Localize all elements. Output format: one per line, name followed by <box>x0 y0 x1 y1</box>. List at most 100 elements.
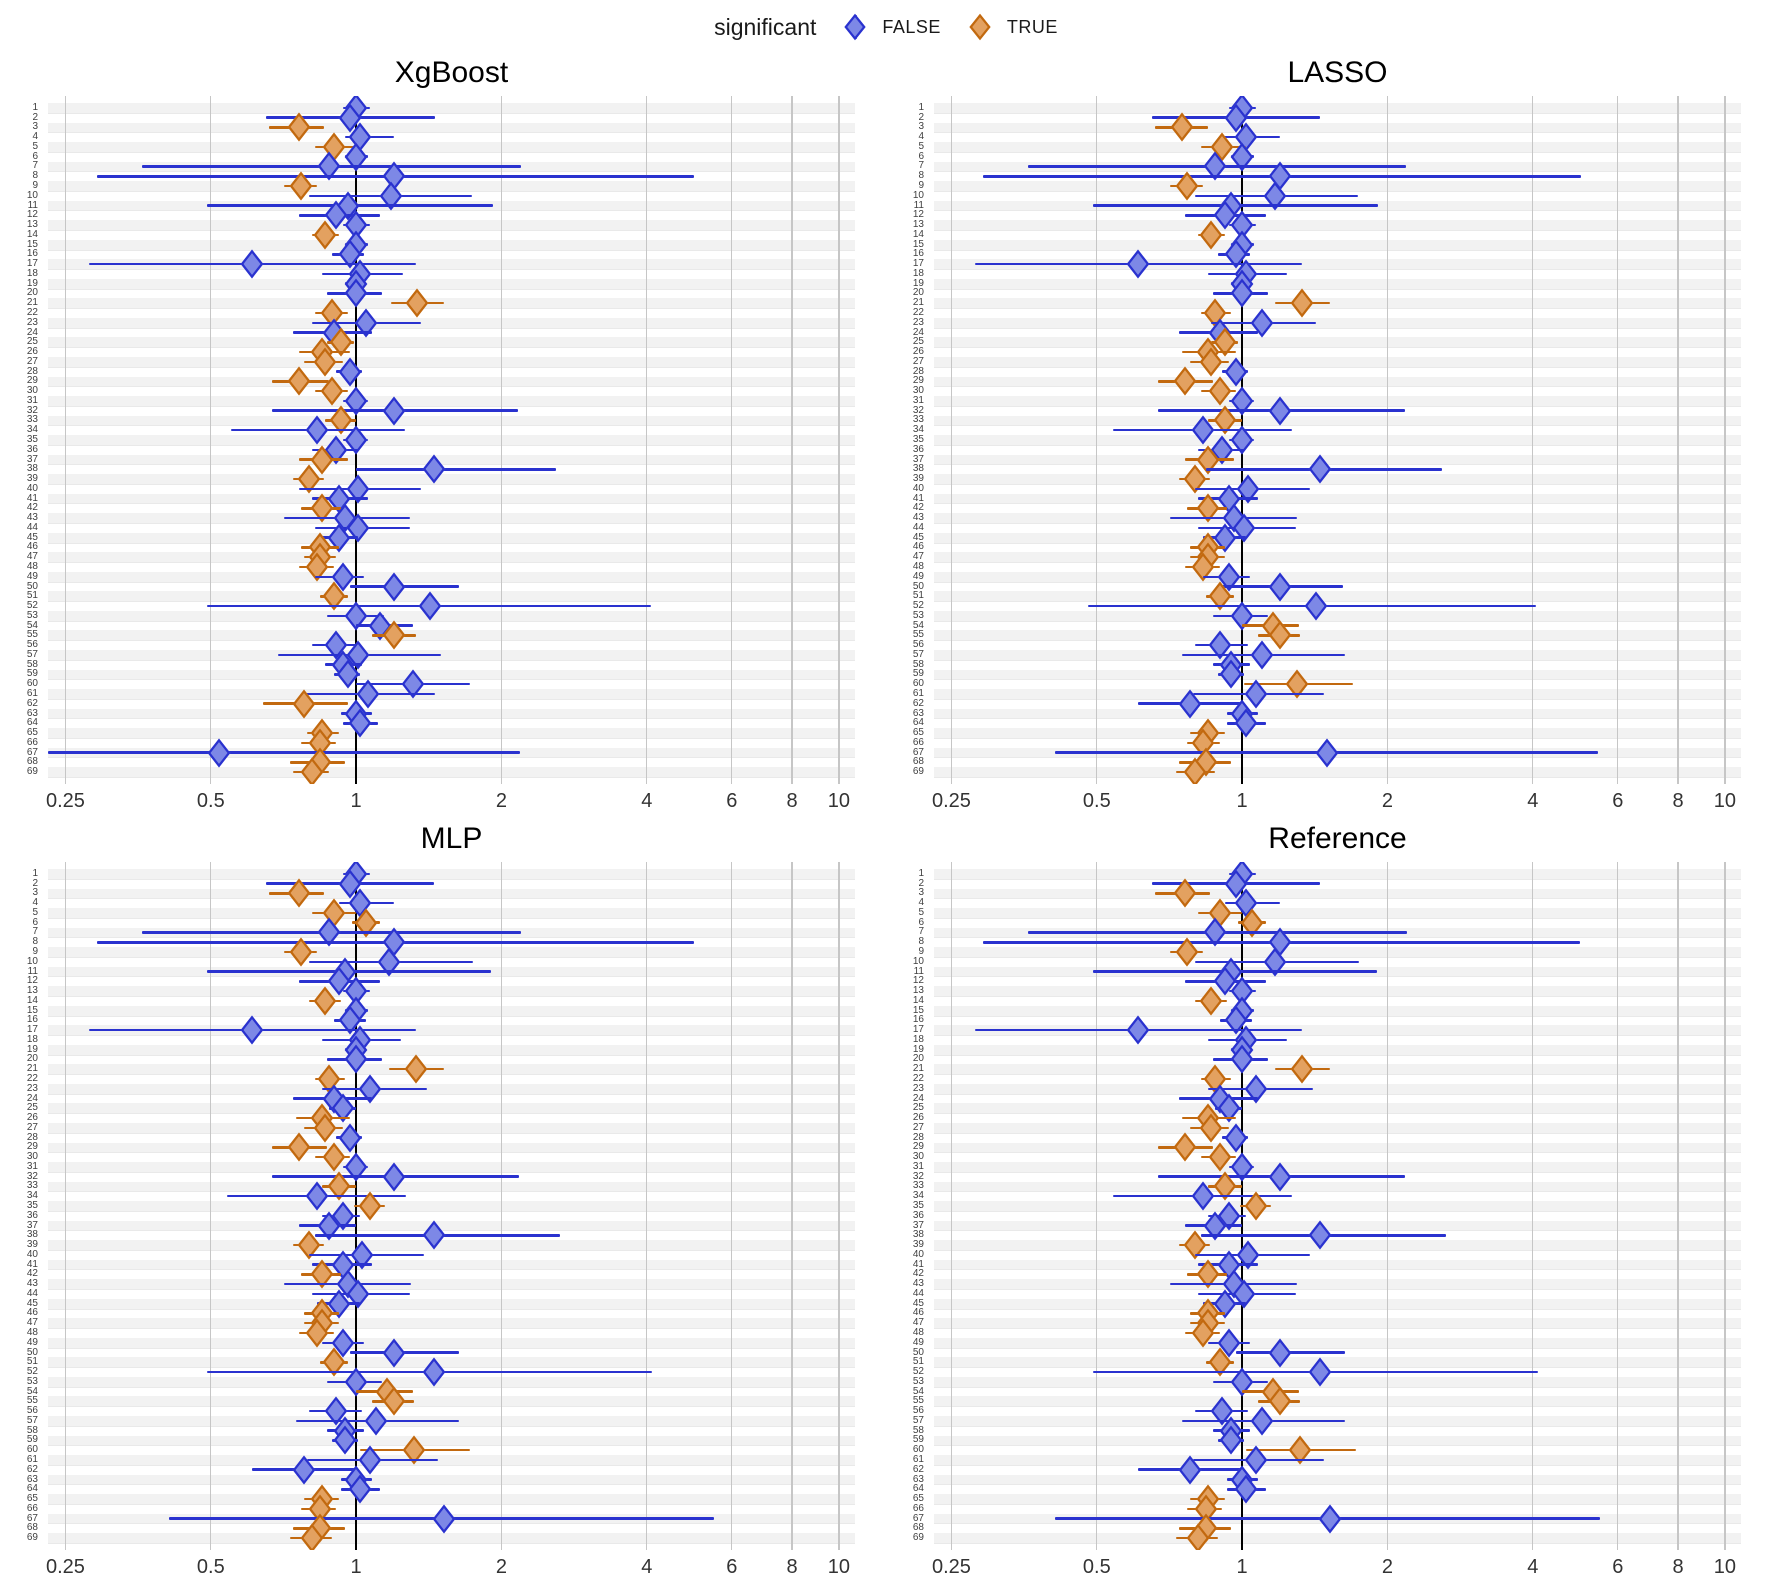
row-gridline <box>934 132 1741 134</box>
row-gridline <box>48 581 855 583</box>
row-band <box>934 1064 1741 1075</box>
row-label: 56 <box>26 1405 38 1417</box>
row-band <box>48 650 855 660</box>
plot-area <box>934 96 1741 784</box>
row-label: 21 <box>26 1063 38 1075</box>
forest-marker-diamond <box>287 1132 310 1162</box>
row-band <box>48 1376 855 1387</box>
row-label: 57 <box>912 648 924 660</box>
row-label: 58 <box>26 658 38 670</box>
row-band <box>934 728 1741 738</box>
row-band <box>934 122 1741 133</box>
forest-panel-lasso: 1 2 3 4 5 6 7 8 9 10 11 12 13 14 15 16 17 18 19 20 21 22 23 24 2… <box>886 96 1772 784</box>
panel-title-lasso: LASSO <box>1287 56 1388 89</box>
row-label: 14 <box>912 228 924 240</box>
x-axis-tick-label: 6 <box>726 1556 738 1578</box>
row-gridline <box>934 112 1741 114</box>
row-gridline <box>934 269 1741 271</box>
legend-label-false: FALSE <box>882 16 941 37</box>
row-label: 43 <box>912 1278 924 1290</box>
row-label: 41 <box>912 1258 924 1270</box>
row-label: 45 <box>26 531 38 543</box>
row-label: 65 <box>26 1493 38 1505</box>
row-band <box>934 1240 1741 1250</box>
row-label: 54 <box>912 1385 924 1397</box>
row-gridline <box>48 1015 855 1017</box>
row-label: 57 <box>26 648 38 660</box>
row-gridline <box>48 1445 855 1447</box>
x-axis-tick-label: 0.25 <box>932 790 971 812</box>
row-label: 8 <box>918 936 924 948</box>
forest-marker-diamond <box>404 1054 428 1084</box>
x-axis-tick-label: 0.25 <box>46 790 85 812</box>
row-label: 10 <box>26 189 38 201</box>
forest-marker-diamond <box>1127 1015 1150 1045</box>
row-label: 68 <box>26 1522 38 1534</box>
row-gridline <box>934 878 1741 880</box>
x-axis-tick-label: 10 <box>1713 1556 1736 1578</box>
row-label: 58 <box>26 1424 38 1436</box>
x-axis-tick-label: 2 <box>495 790 507 812</box>
row-label: 54 <box>26 619 38 631</box>
row-band <box>48 220 855 230</box>
row-gridline <box>48 640 855 642</box>
row-label: 34 <box>912 1190 924 1202</box>
row-label: 18 <box>912 267 924 279</box>
row-label: 56 <box>912 639 924 651</box>
row-label: 16 <box>26 248 38 260</box>
row-band <box>48 532 855 543</box>
row-band <box>934 1533 1741 1543</box>
row-label: 59 <box>912 1434 924 1446</box>
row-label: 32 <box>26 1170 38 1182</box>
row-band <box>48 1279 855 1290</box>
row-label: 49 <box>912 570 924 582</box>
row-gridline <box>934 581 1741 583</box>
row-gridline <box>48 327 855 329</box>
row-label: 69 <box>26 766 38 778</box>
row-label: 9 <box>32 946 38 958</box>
row-label: 22 <box>912 1073 924 1084</box>
legend-title: significant <box>714 13 817 40</box>
row-label: 12 <box>912 975 924 987</box>
row-band <box>934 1181 1741 1192</box>
row-label: 61 <box>912 687 924 699</box>
row-label: 60 <box>26 678 38 690</box>
row-gridline <box>934 679 1741 681</box>
row-label: 60 <box>26 1444 38 1456</box>
row-gridline <box>934 444 1741 446</box>
row-label: 11 <box>27 199 38 211</box>
row-label: 22 <box>912 307 924 318</box>
row-label: 17 <box>912 258 924 270</box>
row-label: 21 <box>26 297 38 309</box>
row-label: 65 <box>26 727 38 739</box>
gridline <box>1386 862 1389 1550</box>
row-label: 60 <box>912 1444 924 1456</box>
row-label: 30 <box>26 1151 38 1163</box>
row-band <box>48 317 855 328</box>
row-label: 42 <box>26 1268 38 1280</box>
row-label: 32 <box>912 404 924 416</box>
row-band <box>934 552 1741 563</box>
row-label: 54 <box>912 619 924 631</box>
gridline <box>500 862 503 1550</box>
row-band <box>934 239 1741 250</box>
row-label: 47 <box>26 1317 38 1329</box>
row-label: 68 <box>26 756 38 768</box>
row-band <box>48 1533 855 1543</box>
row-label: 28 <box>912 365 924 377</box>
row-band <box>934 1083 1741 1094</box>
row-band <box>934 1025 1741 1036</box>
row-band <box>48 1240 855 1250</box>
plot-area <box>934 862 1741 1550</box>
row-label: 58 <box>912 658 924 670</box>
row-label: 35 <box>26 434 38 445</box>
row-label: 55 <box>26 1395 38 1407</box>
row-band <box>48 869 855 879</box>
row-band <box>48 337 855 348</box>
row-label: 18 <box>912 1033 924 1045</box>
row-gridline <box>934 1249 1741 1251</box>
forest-marker-diamond <box>1318 1504 1342 1534</box>
row-label: 1 <box>32 101 38 113</box>
row-label: 64 <box>26 1483 38 1495</box>
